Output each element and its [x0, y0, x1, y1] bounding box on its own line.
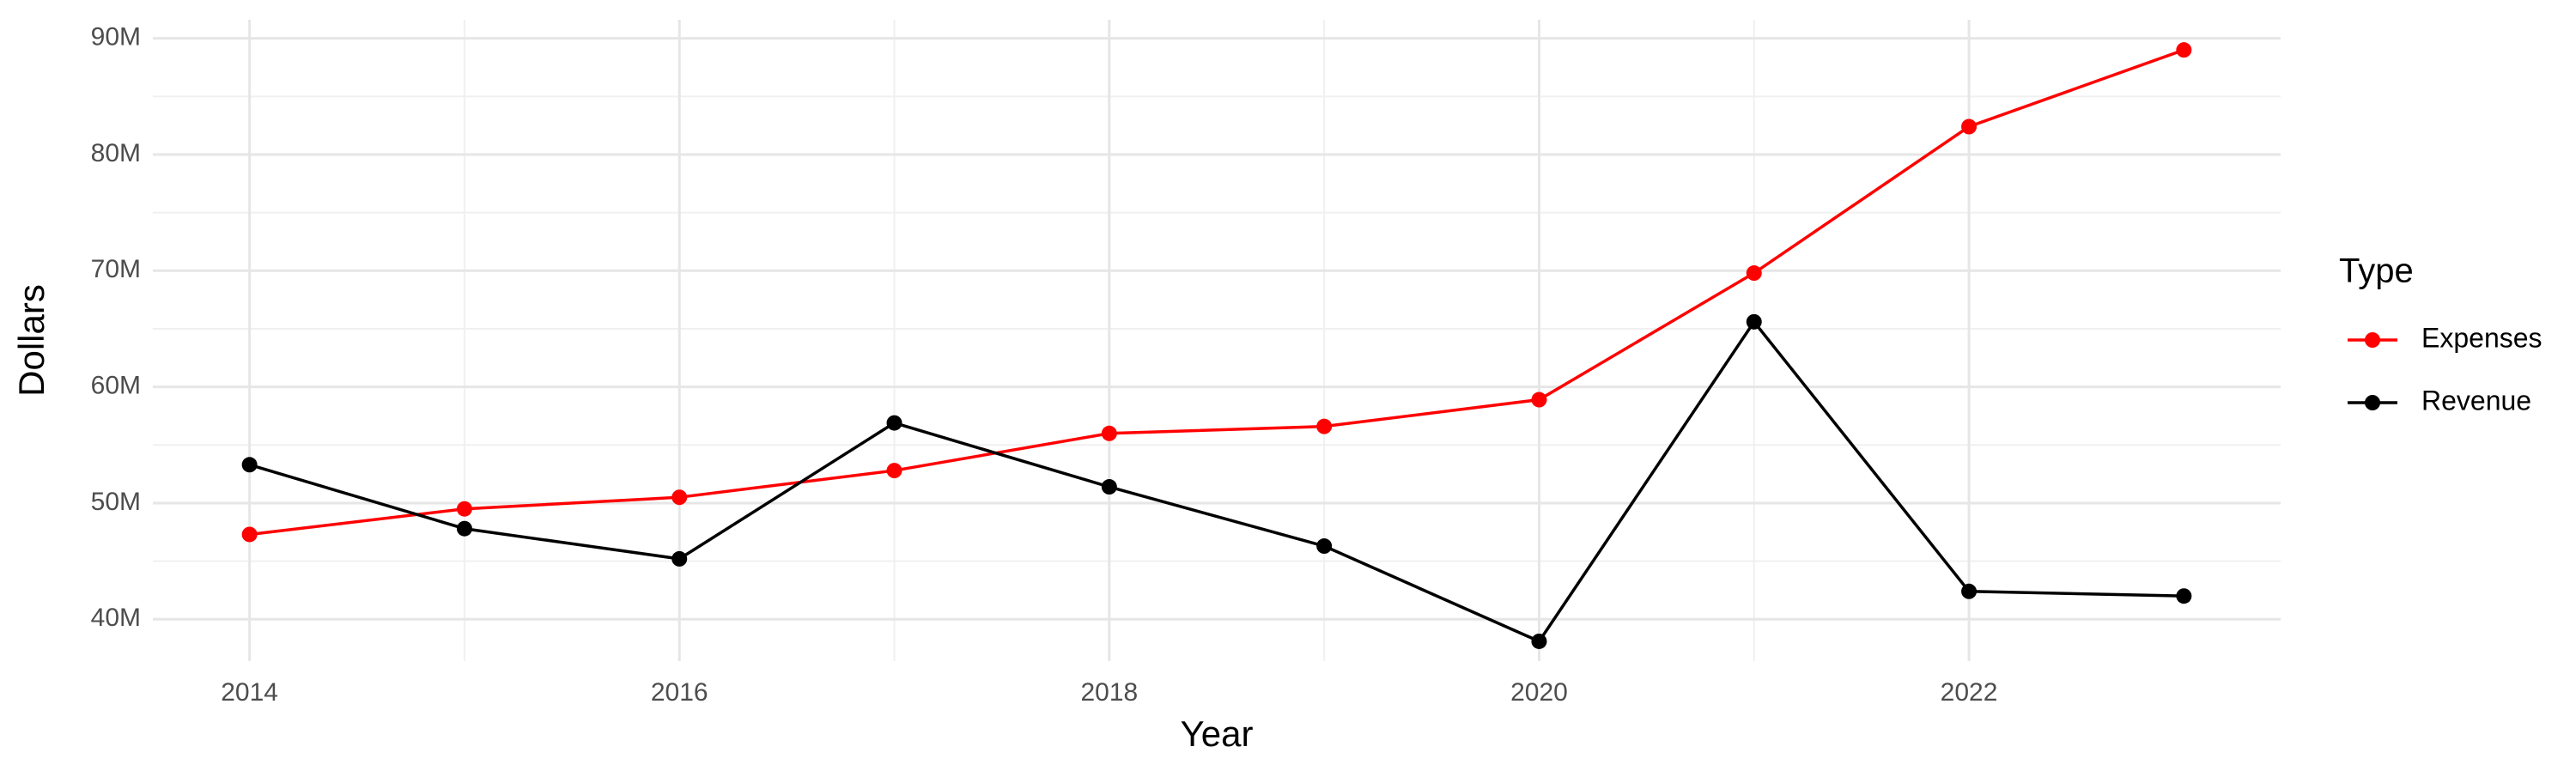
y-axis-title: Dollars [11, 284, 52, 397]
data-point [671, 550, 688, 567]
y-tick-label: 90M [91, 23, 141, 52]
y-tick-label: 70M [91, 255, 141, 283]
x-tick-label: 2014 [221, 678, 278, 707]
data-point [2176, 588, 2192, 604]
y-tick-label: 50M [91, 488, 141, 516]
data-point [1961, 583, 1978, 599]
legend-label: Expenses [2421, 322, 2543, 353]
y-tick-label: 80M [91, 139, 141, 167]
legend-label: Revenue [2421, 385, 2531, 416]
series-line [249, 319, 2184, 644]
data-point [886, 463, 902, 479]
data-point [671, 489, 688, 506]
y-tick-label: 40M [91, 604, 141, 632]
data-point [241, 526, 258, 543]
data-point [2176, 42, 2192, 58]
data-point [1316, 418, 1333, 434]
x-tick-label: 2016 [651, 678, 708, 707]
data-point [456, 501, 472, 517]
series-line [249, 48, 2184, 537]
y-tick-label: 60M [91, 372, 141, 400]
x-tick-label: 2018 [1080, 678, 1138, 707]
data-point [1101, 425, 1117, 441]
x-axis-title: Year [1181, 713, 1254, 754]
legend-swatch-point [2365, 332, 2380, 348]
data-point [456, 520, 472, 537]
data-point [1101, 479, 1117, 495]
x-tick-label: 2022 [1941, 678, 1998, 707]
data-point [1316, 538, 1333, 555]
data-point [1746, 313, 1762, 330]
data-point [1531, 392, 1547, 408]
legend-swatch-point [2365, 395, 2380, 410]
data-point [241, 457, 258, 473]
data-point [1961, 118, 1978, 135]
legend-title: Type [2339, 252, 2414, 290]
data-point [1746, 265, 1762, 282]
data-point [886, 415, 902, 431]
x-tick-label: 2020 [1510, 678, 1568, 707]
data-point [1531, 633, 1547, 649]
